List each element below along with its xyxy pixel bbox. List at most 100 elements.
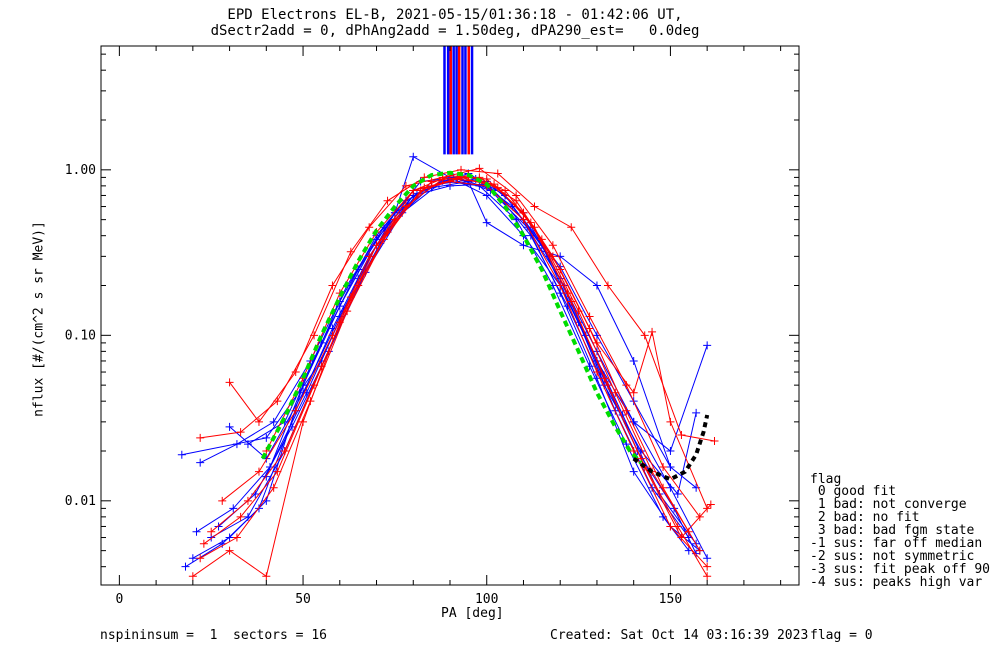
data-point-marker [482, 175, 491, 184]
legend-item: -2 sus: not symmetric [810, 549, 975, 564]
data-point-marker [703, 554, 712, 563]
data-point-marker [346, 293, 355, 302]
legend-item: 1 bad: not converge [810, 497, 967, 512]
data-point-marker [629, 467, 638, 476]
data-point-marker [695, 546, 704, 555]
data-point-marker [192, 527, 201, 536]
data-point-marker [328, 331, 337, 340]
data-point-marker [592, 281, 601, 290]
data-point-marker [512, 196, 521, 205]
data-point-marker [655, 489, 664, 498]
data-point-marker [243, 440, 252, 449]
data-point-marker [666, 522, 675, 531]
data-point-marker [409, 152, 418, 161]
data-point-marker [692, 408, 701, 417]
data-point-marker [236, 428, 245, 437]
data-point-marker [390, 215, 399, 224]
data-point-marker [648, 327, 657, 336]
data-point-marker [666, 463, 675, 472]
footer-spin-info: nspininsum = 1 sectors = 16 [100, 628, 327, 643]
x-axis-label: PA [deg] [441, 606, 504, 621]
y-tick-label: 0.10 [65, 328, 96, 343]
data-point-marker [666, 447, 675, 456]
data-point-marker [703, 504, 712, 513]
data-point-marker [629, 356, 638, 365]
legend: 0 good fit 1 bad: not converge 2 bad: no… [810, 485, 990, 589]
data-point-marker [629, 417, 638, 426]
legend-item: -3 sus: fit peak off 90 [810, 562, 991, 577]
data-point-marker [530, 202, 539, 211]
data-point-marker [225, 533, 234, 542]
legend-item: -1 sus: far off median [810, 536, 983, 551]
data-point-marker [703, 572, 712, 581]
data-point-marker [493, 169, 502, 178]
data-point-marker [254, 467, 263, 476]
data-point-marker [232, 440, 241, 449]
data-point-marker [291, 368, 300, 377]
data-point-marker [567, 223, 576, 232]
data-point-marker [659, 483, 668, 492]
data-point-marker [629, 388, 638, 397]
data-point-marker [603, 281, 612, 290]
data-point-marker [556, 265, 565, 274]
x-tick-label: 0 [115, 592, 123, 607]
series-line-blue [218, 178, 697, 545]
data-point-marker [188, 572, 197, 581]
chart-subtitle: dSectr2add = 0, dPhAng2add = 1.50deg, dP… [210, 23, 700, 39]
data-point-marker [177, 450, 186, 459]
data-point-marker [622, 406, 631, 415]
series-line-blue [210, 172, 690, 538]
data-point-marker [401, 181, 410, 190]
data-point-marker [585, 312, 594, 321]
data-point-marker [706, 500, 715, 509]
data-point-marker [199, 539, 208, 548]
series-line-blue [196, 176, 697, 554]
fit-curve-black [632, 414, 710, 482]
data-point-marker [563, 289, 572, 298]
data-point-marker [232, 533, 241, 542]
series-line-blue [229, 178, 708, 559]
data-point-marker [703, 341, 712, 350]
data-point-marker [482, 218, 491, 227]
chart-title: EPD Electrons EL-B, 2021-05-15/01:36:18 … [227, 7, 683, 23]
data-point-marker [181, 562, 190, 571]
data-point-marker [291, 406, 300, 415]
data-point-marker [390, 208, 399, 217]
data-point-marker [243, 496, 252, 505]
x-tick-label: 150 [659, 592, 682, 607]
data-point-marker [196, 554, 205, 563]
legend-item: 0 good fit [810, 484, 897, 499]
data-point-marker [592, 368, 601, 377]
data-point-marker [673, 489, 682, 498]
series-line-blue [181, 155, 708, 456]
footer-created: Created: Sat Oct 14 03:16:39 2023 [550, 628, 809, 643]
footer-flag: flag = 0 [810, 628, 873, 643]
data-point-marker [677, 430, 686, 439]
data-point-marker [519, 241, 528, 250]
y-tick-label: 1.00 [65, 163, 96, 178]
data-point-marker [280, 447, 289, 456]
data-point-marker [710, 436, 719, 445]
x-tick-label: 100 [475, 592, 498, 607]
series-line-blue [247, 180, 671, 468]
legend-item: 3 bad: bad fgm state [810, 523, 975, 538]
fit-curve-green [260, 170, 643, 465]
data-point-marker [383, 196, 392, 205]
data-point-marker [306, 397, 315, 406]
data-point-marker [254, 417, 263, 426]
data-point-marker [453, 175, 462, 184]
data-point-marker [703, 562, 712, 571]
data-point-marker [501, 186, 510, 195]
data-point-marker [526, 218, 535, 227]
data-point-marker [214, 522, 223, 531]
series-line-blue [192, 180, 701, 559]
data-point-marker [365, 223, 374, 232]
series-line-red [229, 167, 701, 518]
y-tick-label: 0.01 [65, 494, 96, 509]
data-point-marker [379, 235, 388, 244]
data-point-marker [225, 546, 234, 555]
data-point-marker [196, 458, 205, 467]
legend-item: 2 bad: no fit [810, 510, 920, 525]
data-point-marker [262, 433, 271, 442]
